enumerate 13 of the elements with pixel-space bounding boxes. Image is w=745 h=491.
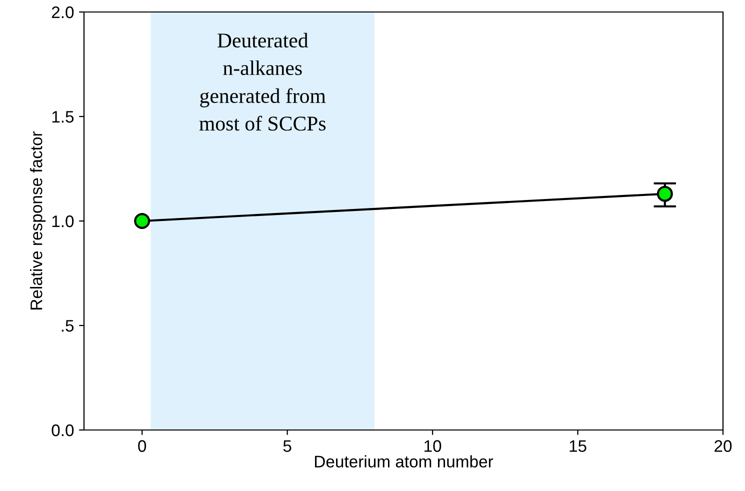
y-tick-label: 1.0 [52,215,74,228]
x-tick-label: 20 [714,440,732,452]
y-axis-title: Relative response factor [30,131,46,310]
x-axis-title: Deuterium atom number [315,455,494,468]
y-tick-label: 0.0 [52,424,74,436]
band-label: Deuterated n-alkanes generated from most of SCCPs [199,32,326,131]
x-tick-label: 15 [570,440,586,452]
y-tick-label: .5 [62,320,74,332]
x-tick-label: 5 [283,440,292,452]
y-tick-label: 2.0 [52,6,74,18]
x-tick-label: 0 [138,440,146,452]
y-tick-label: 1.5 [52,111,74,123]
x-tick-label: 10 [424,440,442,452]
